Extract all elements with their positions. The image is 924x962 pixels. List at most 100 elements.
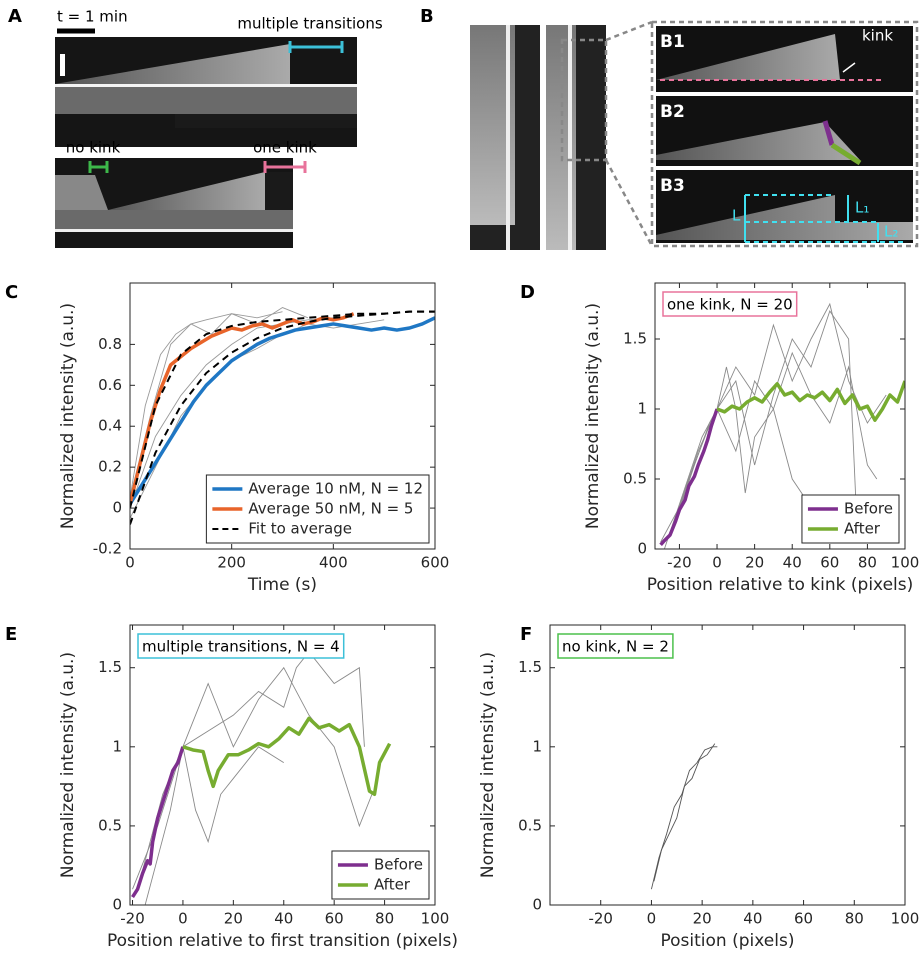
x-tick-label: 400: [319, 554, 348, 572]
y-axis-label: Normalized intensity (a.u.): [478, 652, 498, 878]
y-tick-label: 0: [532, 896, 542, 914]
x-tick-label: 60: [325, 910, 344, 928]
y-tick-label: 1.5: [623, 330, 647, 348]
scale-label: t = 1 min: [57, 8, 128, 26]
legend: Before After: [801, 494, 900, 544]
annotation-text: multiple transitions, N = 4: [142, 638, 340, 656]
annotation: kink: [862, 27, 893, 45]
y-tick-label: 0.8: [98, 335, 122, 353]
legend-label: Fit to average: [248, 520, 352, 538]
x-tick-label: 40: [743, 910, 762, 928]
annotation-box: [137, 633, 345, 659]
series-line: [659, 408, 719, 546]
plot-frame: [549, 624, 906, 906]
panel-label: B: [420, 6, 434, 27]
x-tick-label: 20: [693, 910, 712, 928]
trace-line: [653, 743, 716, 882]
x-axis-label: Position relative to kink (pixels): [647, 575, 914, 595]
x-tick-label: 80: [375, 910, 394, 928]
annotation-bar: [88, 161, 109, 173]
x-tick-label: 20: [224, 910, 243, 928]
y-tick-label: 0: [637, 540, 647, 558]
y-tick-label: 0: [112, 499, 122, 517]
plot-frame: [129, 624, 436, 906]
trace-line: [650, 746, 718, 890]
y-tick-label: 1.5: [518, 658, 542, 676]
y-tick-label: 0.6: [98, 376, 122, 394]
x-tick-label: 0: [712, 554, 722, 572]
inset: [656, 96, 913, 166]
x-tick-label: -20: [588, 910, 613, 928]
x-axis-label: Time (s): [247, 575, 317, 595]
lines: [659, 302, 905, 549]
y-axis-label: Normalized intensity (a.u.): [583, 303, 603, 529]
panel-label: E: [5, 624, 17, 645]
y-tick-label: 1.5: [98, 658, 122, 676]
series-line: [716, 380, 905, 422]
series-line: [131, 746, 185, 899]
x-tick-label: 0: [178, 910, 188, 928]
trace-line: [132, 666, 373, 890]
x-tick-label: 100: [421, 910, 450, 928]
annotation: one kink: [253, 139, 317, 157]
trace-line: [660, 309, 857, 543]
trace-line: [675, 351, 878, 522]
annotation-box: [557, 633, 674, 659]
plot-frame: [129, 282, 436, 550]
legend-label: Average 50 nM, N = 5: [248, 500, 413, 518]
annotation: no kink, N = 2: [557, 633, 674, 659]
y-tick-label: 1: [532, 737, 542, 755]
legend-label: Before: [844, 500, 893, 518]
x-axis-label: Position (pixels): [661, 931, 795, 951]
x-tick-label: -20: [120, 910, 145, 928]
kymograph: [55, 158, 293, 248]
x-tick-label: 0: [125, 554, 135, 572]
annotation: L₂: [884, 223, 898, 241]
zoom-outline: [560, 20, 919, 248]
annotation-box: [662, 291, 798, 317]
annotation-text: one kink, N = 20: [667, 296, 793, 314]
panel-label: D: [520, 282, 535, 303]
x-tick-label: 100: [891, 554, 920, 572]
panel-label: C: [5, 282, 18, 303]
annotation: multiple transitions: [237, 15, 382, 33]
x-tick-label: 60: [820, 554, 839, 572]
annotation-bar: [288, 41, 344, 53]
y-tick-label: 0.2: [98, 458, 122, 476]
y-tick-label: -0.2: [93, 540, 122, 558]
y-axis-label: Normalized intensity (a.u.): [58, 303, 78, 529]
legend-label: Before: [374, 856, 423, 874]
x-tick-label: 20: [745, 554, 764, 572]
y-tick-label: 0: [112, 896, 122, 914]
y-tick-label: 0.5: [623, 470, 647, 488]
kymograph: [470, 25, 606, 250]
x-tick-label: 0: [647, 910, 657, 928]
plot-area: [550, 625, 905, 905]
x-tick-label: 40: [274, 910, 293, 928]
inset: [656, 26, 913, 92]
y-tick-label: 0.4: [98, 417, 122, 435]
x-tick-label: 80: [845, 910, 864, 928]
kymograph: [55, 37, 357, 147]
legend-label: After: [374, 876, 411, 894]
x-tick-label: 100: [891, 910, 920, 928]
legend: Before After: [331, 850, 430, 900]
annotation-bar: [263, 161, 307, 173]
legend-box: [205, 474, 430, 544]
x-axis-label: Position relative to first transition (p…: [107, 931, 458, 951]
x-tick-label: 80: [858, 554, 877, 572]
x-tick-label: 600: [421, 554, 450, 572]
inset: [656, 170, 913, 243]
legend: Average 10 nM, N = 12 Average 50 nM, N = …: [205, 474, 430, 544]
fit-line: [130, 310, 435, 509]
lines: [130, 307, 435, 525]
plot-frame: [654, 282, 906, 550]
x-tick-label: 60: [794, 910, 813, 928]
inset-label: B2: [660, 102, 685, 122]
series-line: [130, 316, 435, 505]
y-tick-label: 0.5: [98, 816, 122, 834]
